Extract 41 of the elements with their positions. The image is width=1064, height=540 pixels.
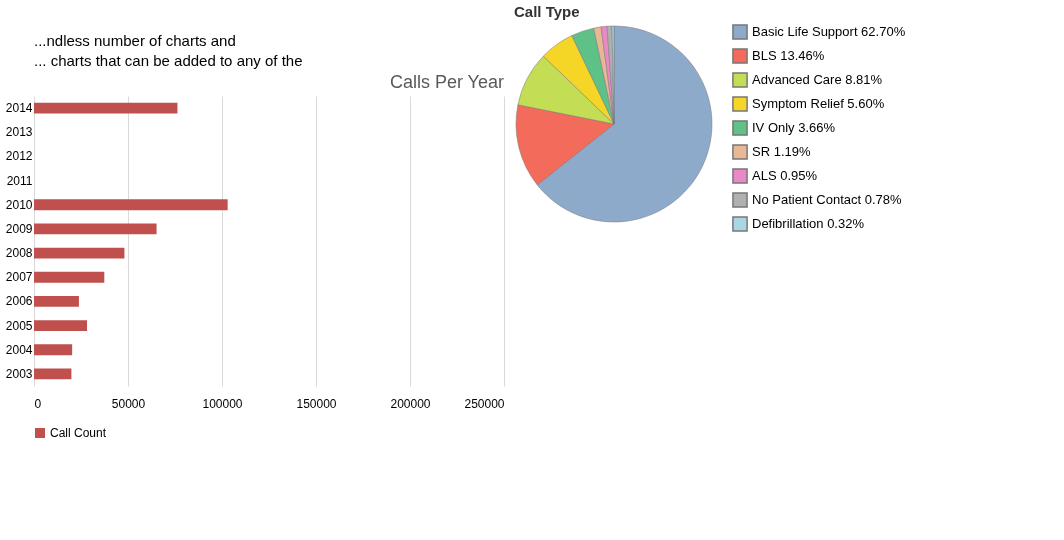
y-tick-label: 2006	[5, 294, 33, 309]
legend-label: Basic Life Support 62.70%	[752, 24, 906, 39]
bar	[34, 344, 73, 356]
y-tick-label: 2010	[5, 197, 33, 212]
x-tick-label: 150000	[296, 396, 337, 411]
y-tick-label: 2004	[5, 342, 33, 357]
legend-label: Defibrillation 0.32%	[752, 216, 865, 231]
legend-label: SR 1.19%	[752, 144, 811, 159]
legend-label: ALS 0.95%	[752, 168, 818, 183]
y-tick-label: 2011	[6, 173, 33, 188]
y-tick-label: 2003	[5, 366, 33, 381]
chart-title: Call Type	[514, 3, 580, 20]
legend-label: No Patient Contact 0.78%	[752, 192, 903, 207]
bar	[34, 271, 105, 283]
bar	[34, 295, 79, 307]
y-tick-label: 2007	[5, 270, 33, 285]
text: ...ndless number of charts and	[34, 32, 236, 49]
legend-label: Symptom Relief 5.60%	[752, 96, 885, 111]
x-tick-label: 250000	[464, 396, 505, 411]
text: ... charts that can be added to any of the	[34, 52, 303, 69]
legend-label: BLS 13.46%	[752, 48, 825, 63]
y-tick-label: 2014	[5, 101, 33, 116]
bar	[34, 247, 125, 259]
y-tick-label: 2008	[5, 246, 33, 261]
y-tick-label: 2012	[5, 149, 33, 164]
legend-label: IV Only 3.66%	[752, 120, 836, 135]
y-tick-label: 2005	[5, 318, 33, 333]
y-tick-label: 2013	[5, 125, 33, 140]
x-tick-label: 100000	[202, 396, 243, 411]
bar	[34, 199, 228, 211]
bar	[34, 320, 88, 332]
legend-label: Call Count	[50, 426, 107, 440]
bar	[34, 223, 157, 235]
legend-label: Advanced Care 8.81%	[752, 72, 883, 87]
x-tick-label: 50000	[111, 396, 146, 411]
bar	[34, 368, 72, 380]
x-tick-label: 0	[34, 396, 42, 411]
x-tick-label: 200000	[390, 396, 431, 411]
bar	[34, 102, 178, 114]
y-tick-label: 2009	[5, 221, 33, 236]
chart-title: Calls Per Year	[389, 72, 504, 92]
